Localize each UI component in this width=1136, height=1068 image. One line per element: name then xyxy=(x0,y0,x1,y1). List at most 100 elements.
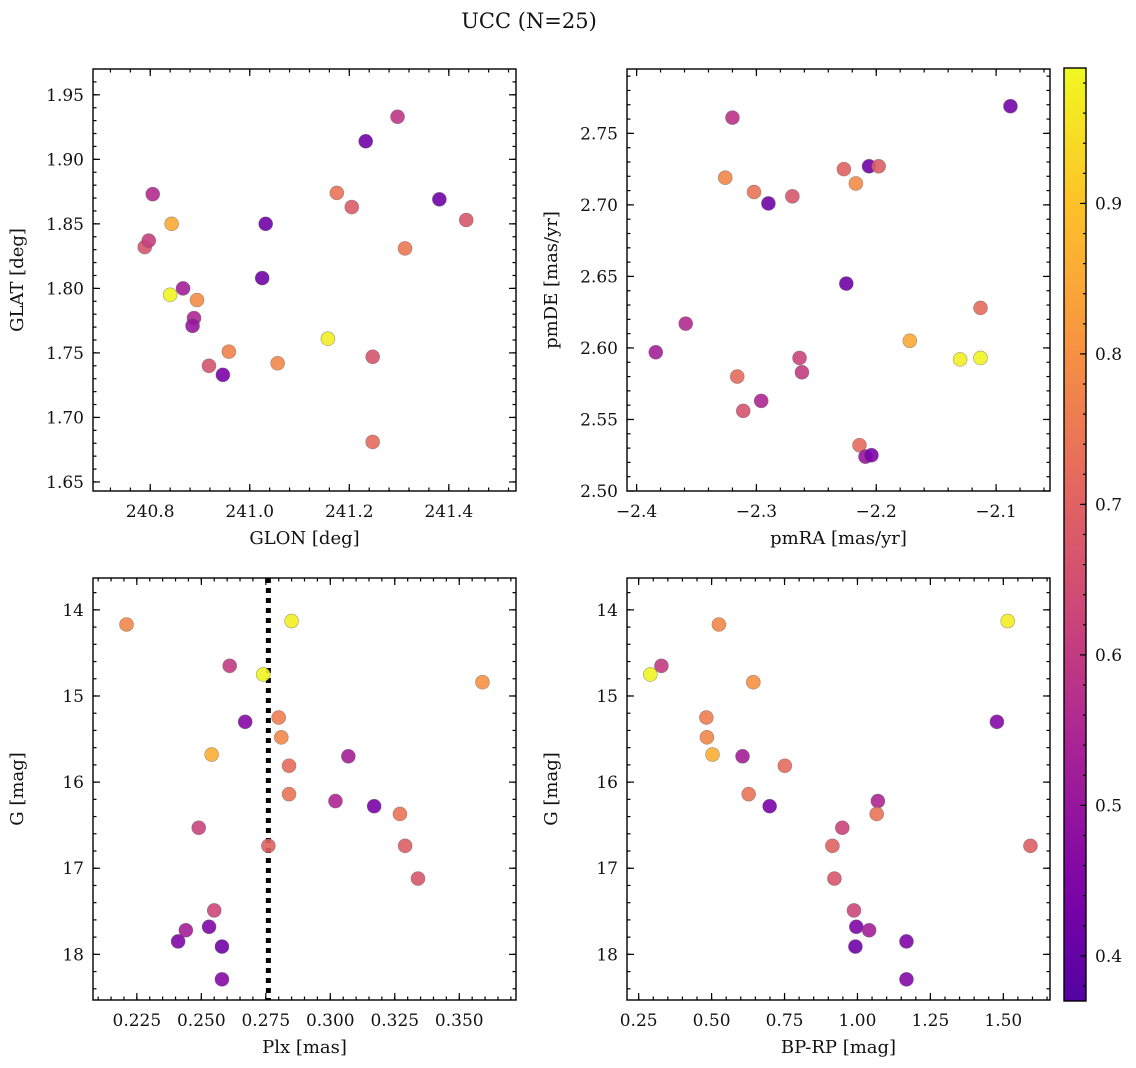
scatter-point xyxy=(164,216,179,232)
scatter-point xyxy=(1000,613,1016,629)
x-tick-label: −2.3 xyxy=(736,502,777,522)
scatter-point xyxy=(341,748,356,764)
scatter-point xyxy=(284,613,299,629)
y-tick-label: 2.50 xyxy=(580,482,618,502)
scatter-point xyxy=(1023,838,1038,854)
scatter-point xyxy=(654,658,669,674)
scatter-points xyxy=(119,613,490,987)
y-axis-label: G [mag] xyxy=(7,752,28,825)
plot-frame xyxy=(626,68,1051,492)
y-tick-label: 1.75 xyxy=(46,344,84,364)
plot-frame xyxy=(626,577,1051,1001)
scatter-point xyxy=(201,919,217,935)
x-tick-labels: 0.225 0.250 0.275 0.300 0.325 0.350 xyxy=(113,1011,484,1031)
scatter-point xyxy=(725,110,740,125)
scatter-point xyxy=(458,212,474,228)
scatter-point xyxy=(365,434,380,450)
scatter-point xyxy=(648,344,664,360)
x-tick-label: 1.00 xyxy=(839,1011,877,1031)
scatter-point xyxy=(825,838,840,854)
scatter-point xyxy=(827,871,842,886)
y-tick-label: 2.55 xyxy=(580,410,618,430)
scatter-point xyxy=(777,758,793,774)
x-axis-label: Plx [mas] xyxy=(262,1037,347,1058)
x-tick-label: 240.8 xyxy=(126,502,175,522)
plot-frame xyxy=(92,577,517,1001)
scatter-point xyxy=(214,972,230,987)
x-tick-label: 1.50 xyxy=(984,1011,1022,1031)
scatter-point xyxy=(215,367,231,383)
scatter-point xyxy=(320,331,336,347)
scatter-point xyxy=(397,838,413,854)
y-tick-label: 18 xyxy=(62,945,84,965)
x-tick-label: −2.2 xyxy=(856,502,897,522)
scatter-point xyxy=(729,369,745,384)
scatter-point xyxy=(973,300,988,316)
y-tick-label: 17 xyxy=(596,859,618,879)
scatter-point xyxy=(191,820,207,836)
colorbar-tick-label: 0.7 xyxy=(1095,495,1122,515)
scatter-point xyxy=(899,972,914,987)
colorbar-tick-label: 0.6 xyxy=(1095,646,1122,666)
scatter-point xyxy=(255,667,271,682)
scatter-point xyxy=(344,199,360,215)
scatter-point xyxy=(871,158,886,174)
y-axis-label: G [mag] xyxy=(541,752,562,825)
colorbar-tick-label: 0.5 xyxy=(1095,796,1122,816)
scatter-point xyxy=(711,617,727,632)
panel-plx-g: 0.225 0.250 0.275 0.300 0.325 0.350 14 15 16 17 18… xyxy=(7,577,517,1058)
scatter-point xyxy=(869,806,885,822)
colorbar-tick-label: 0.9 xyxy=(1095,194,1122,214)
colorbar-gradient xyxy=(1064,68,1086,1001)
x-tick-labels: 0.25 0.50 0.75 1.00 1.25 1.50 xyxy=(620,1011,1023,1031)
scatter-point xyxy=(753,393,769,409)
y-tick-label: 14 xyxy=(596,601,618,621)
figure-title: UCC (N=25) xyxy=(461,9,597,33)
scatter-point xyxy=(397,241,413,256)
scatter-point xyxy=(281,758,297,774)
x-tick-label: −2.4 xyxy=(616,502,657,522)
scatter-point xyxy=(162,287,178,303)
scatter-point xyxy=(475,674,490,690)
scatter-point xyxy=(717,170,733,186)
scatter-point xyxy=(746,184,762,200)
scatter-point xyxy=(214,939,230,954)
scatter-points xyxy=(137,109,474,450)
scatter-point xyxy=(643,667,658,682)
scatter-point xyxy=(838,276,854,291)
x-tick-label: 0.325 xyxy=(370,1011,419,1031)
scatter-point xyxy=(189,292,205,308)
scatter-point xyxy=(848,919,864,935)
scatter-point xyxy=(261,838,276,854)
y-tick-label: 1.90 xyxy=(46,150,84,170)
x-axis-label: pmRA [mas/yr] xyxy=(770,528,907,549)
y-tick-label: 16 xyxy=(62,773,84,793)
scatter-point xyxy=(952,352,968,367)
scatter-point xyxy=(432,192,447,207)
y-tick-label: 2.75 xyxy=(580,124,618,144)
scatter-point xyxy=(785,189,800,204)
y-axis-label: GLAT [deg] xyxy=(7,228,28,332)
scatter-point xyxy=(410,871,426,886)
scatter-point xyxy=(281,786,297,802)
scatter-point xyxy=(794,364,810,380)
scatter-point xyxy=(222,658,238,674)
panel-pmra-pmde: −2.4 −2.3 −2.2 −2.1 2.50 2.55 2.60 2.65 2.70 2.75… xyxy=(541,68,1051,549)
x-axis-label: GLON [deg] xyxy=(249,528,359,549)
y-tick-label: 2.60 xyxy=(580,339,618,359)
x-tick-label: 0.25 xyxy=(620,1011,658,1031)
scatter-point xyxy=(861,922,877,938)
x-tick-label: 241.0 xyxy=(225,502,274,522)
scatter-point xyxy=(699,710,714,725)
scatter-point xyxy=(170,934,186,949)
scatter-point xyxy=(741,786,756,802)
y-tick-label: 15 xyxy=(596,687,618,707)
scatter-point xyxy=(902,333,918,349)
x-tick-labels: 240.8 241.0 241.2 241.4 xyxy=(126,502,473,522)
scatter-point xyxy=(870,793,886,809)
y-tick-label: 1.65 xyxy=(46,473,84,493)
scatter-point xyxy=(746,674,761,690)
scatter-point xyxy=(973,350,988,366)
scatter-point xyxy=(221,344,237,359)
scatter-point xyxy=(848,176,864,191)
